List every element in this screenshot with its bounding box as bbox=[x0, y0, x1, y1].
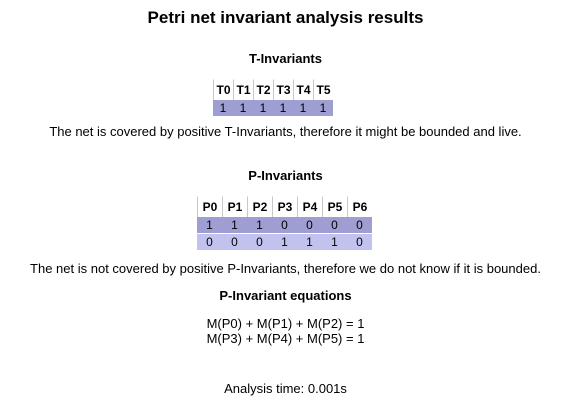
t-invariant-value: 1 bbox=[313, 100, 333, 116]
t-invariants-message: The net is covered by positive T-Invaria… bbox=[49, 124, 522, 139]
p-invariants-table: P0 P1 P2 P3 P4 P5 P6 1 1 1 0 0 0 0 0 0 0… bbox=[197, 196, 372, 250]
p-invariant-value: 1 bbox=[222, 217, 247, 233]
p-invariants-header-cell: P6 bbox=[347, 196, 372, 217]
p-invariants-header-cell: P1 bbox=[222, 196, 247, 217]
p-invariant-value: 0 bbox=[347, 233, 372, 250]
p-invariant-value: 0 bbox=[247, 233, 272, 250]
p-invariant-value: 0 bbox=[222, 233, 247, 250]
t-invariant-value: 1 bbox=[253, 100, 273, 116]
p-invariants-header-cell: P4 bbox=[297, 196, 322, 217]
t-invariants-table: T0 T1 T2 T3 T4 T5 1 1 1 1 1 1 bbox=[213, 79, 333, 116]
p-invariants-heading: P-Invariants bbox=[248, 168, 323, 183]
page-title: Petri net invariant analysis results bbox=[147, 8, 424, 27]
t-invariants-header-cell: T4 bbox=[293, 79, 313, 100]
t-invariant-value: 1 bbox=[213, 100, 233, 116]
p-invariant-row: 0 0 0 1 1 1 0 bbox=[197, 233, 372, 250]
p-invariant-value: 1 bbox=[272, 233, 297, 250]
t-invariant-value: 1 bbox=[273, 100, 293, 116]
equation-line: M(P3) + M(P4) + M(P5) = 1 bbox=[206, 331, 365, 346]
p-invariants-header-cell: P3 bbox=[272, 196, 297, 217]
equation-line: M(P0) + M(P1) + M(P2) = 1 bbox=[206, 316, 365, 331]
t-invariants-heading: T-Invariants bbox=[249, 51, 322, 66]
t-invariant-value: 1 bbox=[293, 100, 313, 116]
p-invariant-value: 0 bbox=[297, 217, 322, 233]
p-invariants-message: The net is not covered by positive P-Inv… bbox=[30, 261, 541, 276]
p-invariant-value: 0 bbox=[272, 217, 297, 233]
t-invariants-header-row: T0 T1 T2 T3 T4 T5 bbox=[213, 79, 333, 100]
p-invariants-header-cell: P5 bbox=[322, 196, 347, 217]
p-invariant-value: 0 bbox=[347, 217, 372, 233]
p-invariants-header-row: P0 P1 P2 P3 P4 P5 P6 bbox=[197, 196, 372, 217]
t-invariant-row: 1 1 1 1 1 1 bbox=[213, 100, 333, 116]
p-invariant-value: 0 bbox=[322, 217, 347, 233]
t-invariants-header-cell: T5 bbox=[313, 79, 333, 100]
t-invariants-header-cell: T0 bbox=[213, 79, 233, 100]
p-invariant-value: 1 bbox=[322, 233, 347, 250]
t-invariants-header-cell: T1 bbox=[233, 79, 253, 100]
p-invariant-value: 1 bbox=[297, 233, 322, 250]
analysis-time: Analysis time: 0.001s bbox=[224, 381, 347, 396]
p-invariant-value: 1 bbox=[197, 217, 222, 233]
p-invariants-header-cell: P0 bbox=[197, 196, 222, 217]
equations-heading: P-Invariant equations bbox=[219, 288, 352, 303]
p-invariant-row: 1 1 1 0 0 0 0 bbox=[197, 217, 372, 233]
p-invariant-value: 0 bbox=[197, 233, 222, 250]
p-invariants-header-cell: P2 bbox=[247, 196, 272, 217]
t-invariant-value: 1 bbox=[233, 100, 253, 116]
p-invariant-value: 1 bbox=[247, 217, 272, 233]
t-invariants-header-cell: T2 bbox=[253, 79, 273, 100]
t-invariants-header-cell: T3 bbox=[273, 79, 293, 100]
